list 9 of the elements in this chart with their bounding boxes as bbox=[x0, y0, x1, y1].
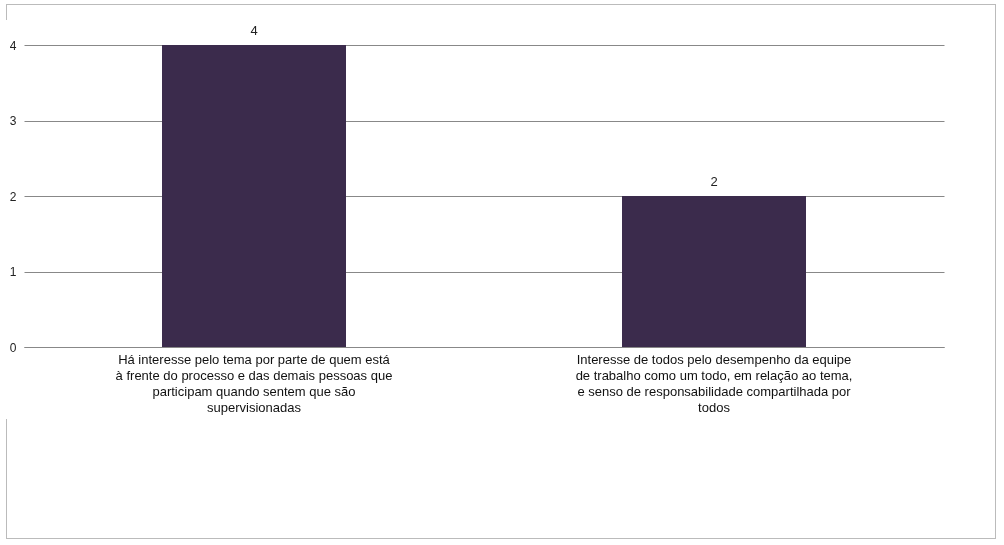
y-tick-label: 1 bbox=[9, 265, 17, 279]
y-tick-label: 2 bbox=[9, 189, 17, 204]
y-tick-label: 0 bbox=[9, 340, 17, 355]
x-tick-label: Há interesse pelo tema por parte de quem está à frente do processo e das demais pessoas que participam quando sentem que são supervisionadas bbox=[115, 351, 393, 415]
data-label: 2 bbox=[710, 174, 718, 189]
y-tick-label: 4 bbox=[9, 38, 17, 53]
x-tick-label: Interesse de todos pelo desempenho da equipe de trabalho como um todo, em relação ao tema, e senso de responsabilidade compartilhada por todos bbox=[575, 351, 853, 415]
data-label: 4 bbox=[250, 23, 258, 38]
y-tick-label: 3 bbox=[9, 114, 17, 128]
